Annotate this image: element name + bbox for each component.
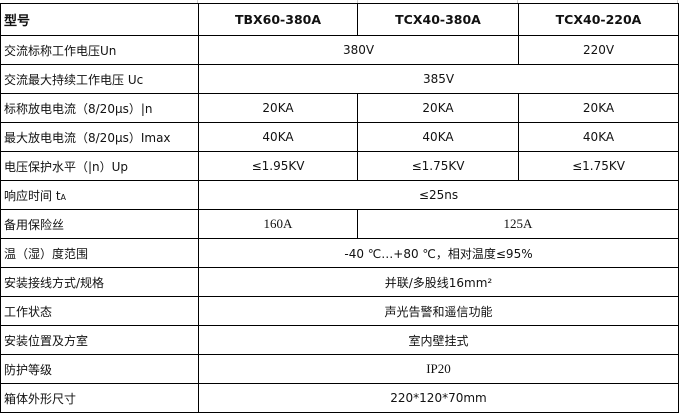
model-header: TCX40-380A xyxy=(357,3,519,36)
model-header: TBX60-380A xyxy=(198,3,358,36)
row-label: 安装位置及方室 xyxy=(0,325,199,355)
cell: ≤25ns xyxy=(198,180,679,210)
table-row: 温（湿）度范围 -40 ℃…+80 ℃，相对温度≤95% xyxy=(0,238,679,268)
table-row: 电压保护水平（|n）Up ≤1.95KV ≤1.75KV ≤1.75KV xyxy=(0,151,679,181)
table-row: 响应时间 tA ≤25ns xyxy=(0,180,679,210)
cell: 380V xyxy=(198,35,519,65)
cell: ≤1.75KV xyxy=(518,151,679,181)
table-row: 安装位置及方室 室内壁挂式 xyxy=(0,325,679,355)
row-label: 响应时间 tA xyxy=(0,180,199,210)
row-label: 标称放电电流（8/20μs）|n xyxy=(0,93,199,123)
cell: 40KA xyxy=(518,122,679,152)
cell: 125A xyxy=(357,209,679,239)
table-header-row: 型号 TBX60-380A TCX40-380A TCX40-220A xyxy=(0,3,679,36)
row-label: 工作状态 xyxy=(0,296,199,326)
table-row: 交流最大持续工作电压 Uc 385V xyxy=(0,64,679,94)
table-row: 箱体外形尺寸 220*120*70mm xyxy=(0,383,679,413)
header-label: 型号 xyxy=(0,3,199,36)
model-header: TCX40-220A xyxy=(518,3,679,36)
table-row: 安装接线方式/规格 并联/多股线16mm² xyxy=(0,267,679,297)
cell: ≤1.95KV xyxy=(198,151,358,181)
cell: 160A xyxy=(198,209,358,239)
cell: ≤1.75KV xyxy=(357,151,519,181)
cell: 20KA xyxy=(518,93,679,123)
row-label: 最大放电电流（8/20μs）Imax xyxy=(0,122,199,152)
row-label: 备用保险丝 xyxy=(0,209,199,239)
sheet-gridlines xyxy=(0,0,680,3)
table-row: 防护等级 IP20 xyxy=(0,354,679,384)
cell: 并联/多股线16mm² xyxy=(198,267,679,297)
cell: 220*120*70mm xyxy=(198,383,679,413)
row-label: 温（湿）度范围 xyxy=(0,238,199,268)
cell: 20KA xyxy=(357,93,519,123)
cell: 40KA xyxy=(198,122,358,152)
cell: 20KA xyxy=(198,93,358,123)
cell: 385V xyxy=(198,64,679,94)
cell: 声光告警和遥信功能 xyxy=(198,296,679,326)
cell: 220V xyxy=(518,35,679,65)
row-label: 交流最大持续工作电压 Uc xyxy=(0,64,199,94)
table-row: 最大放电电流（8/20μs）Imax 40KA 40KA 40KA xyxy=(0,122,679,152)
spec-table: 型号 TBX60-380A TCX40-380A TCX40-220A 交流标称… xyxy=(0,3,679,413)
cell: 室内壁挂式 xyxy=(198,325,679,355)
row-label: 箱体外形尺寸 xyxy=(0,383,199,413)
row-label: 防护等级 xyxy=(0,354,199,384)
cell: 40KA xyxy=(357,122,519,152)
table-row: 交流标称工作电压Un 380V 220V xyxy=(0,35,679,65)
table-row: 备用保险丝 160A 125A xyxy=(0,209,679,239)
table-row: 标称放电电流（8/20μs）|n 20KA 20KA 20KA xyxy=(0,93,679,123)
row-label: 交流标称工作电压Un xyxy=(0,35,199,65)
cell: -40 ℃…+80 ℃，相对温度≤95% xyxy=(198,238,679,268)
row-label: 安装接线方式/规格 xyxy=(0,267,199,297)
row-label-text: 响应时间 t xyxy=(4,188,61,203)
cell: IP20 xyxy=(198,354,679,384)
table-row: 工作状态 声光告警和遥信功能 xyxy=(0,296,679,326)
row-label: 电压保护水平（|n）Up xyxy=(0,151,199,181)
row-label-subscript: A xyxy=(60,192,67,202)
